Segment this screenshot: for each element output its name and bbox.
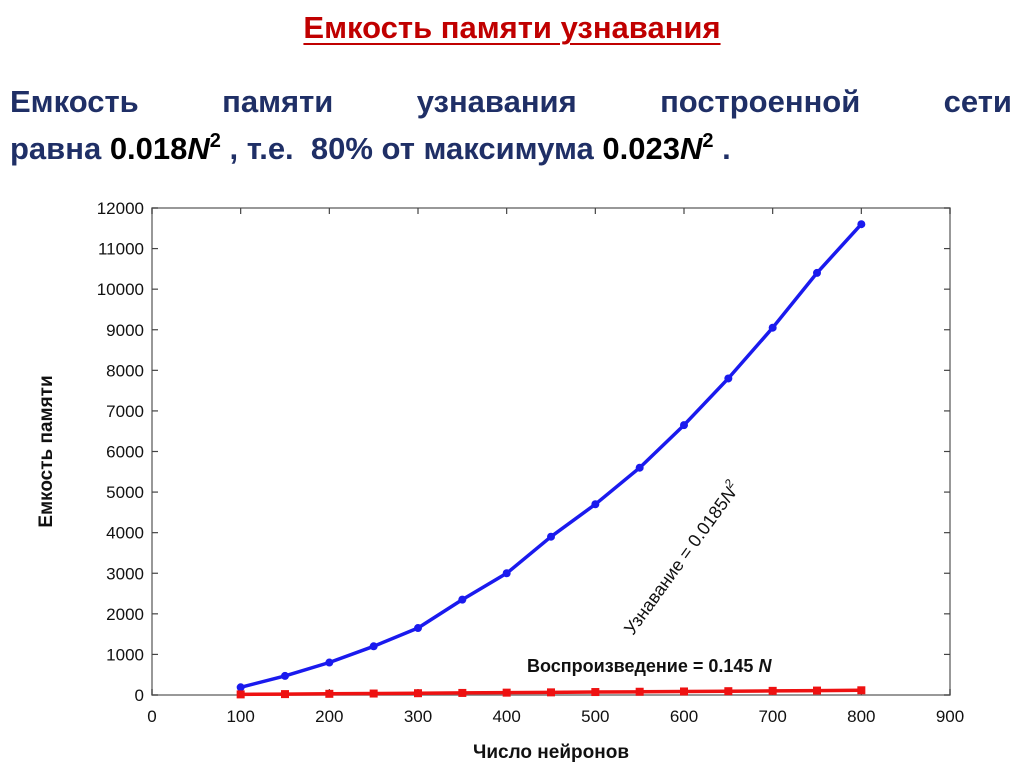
variable-n: N xyxy=(187,131,210,166)
y-tick-label: 5000 xyxy=(106,483,144,502)
data-point xyxy=(236,690,245,699)
y-tick-label: 6000 xyxy=(106,443,144,462)
y-tick-label: 8000 xyxy=(106,361,144,380)
capacity-chart: 0 100 200 300 400 500 600 700 800 900010002000300… xyxy=(36,199,964,763)
x-tick-label: 0 xyxy=(147,707,156,726)
data-point xyxy=(414,624,422,633)
annotation-text: Узнавание = 0.0185 xyxy=(620,494,732,638)
text-fragment: . xyxy=(713,131,731,166)
variable-n: N xyxy=(680,131,703,166)
data-point xyxy=(502,569,511,578)
data-point xyxy=(281,671,289,680)
description-word: сети xyxy=(943,84,1012,119)
x-tick-label: 900 xyxy=(936,707,964,726)
data-point xyxy=(591,500,600,509)
description-word: Емкость xyxy=(10,84,139,119)
data-point xyxy=(680,421,688,430)
x-tick-label: 500 xyxy=(581,707,609,726)
exponent: 2 xyxy=(702,130,714,152)
data-point xyxy=(325,658,334,667)
description-paragraph: Емкость памяти узнавания построенной сет… xyxy=(10,78,1012,172)
data-point xyxy=(635,687,644,696)
text-fragment: равна xyxy=(10,131,110,166)
data-point xyxy=(547,688,555,697)
y-tick-label: 9000 xyxy=(106,321,144,340)
y-tick-label: 12000 xyxy=(97,199,144,218)
data-point xyxy=(857,220,866,229)
y-tick-label: 0 xyxy=(135,686,144,705)
y-tick-label: 3000 xyxy=(106,564,144,583)
y-tick-label: 1000 xyxy=(106,645,144,664)
text-fragment: , т.е. 80% от максимума xyxy=(220,131,603,166)
series-annotation-reproduction: Воспроизведение = 0.145 N xyxy=(527,656,772,676)
data-point xyxy=(458,595,467,604)
series-annotation-recognition: Узнавание = 0.0185N2 xyxy=(618,476,745,638)
data-point xyxy=(724,374,733,383)
x-tick-label: 300 xyxy=(404,707,432,726)
x-axis-label: Число нейронов xyxy=(473,742,629,763)
data-point xyxy=(591,688,600,697)
series-line-0 xyxy=(240,223,863,689)
data-point xyxy=(369,689,378,698)
y-tick-label: 7000 xyxy=(106,402,144,421)
x-tick-label: 400 xyxy=(492,707,520,726)
description-word: узнавания xyxy=(416,84,577,119)
y-tick-label: 4000 xyxy=(106,524,144,543)
data-point xyxy=(813,686,821,695)
data-point xyxy=(768,686,777,695)
data-point xyxy=(325,689,334,698)
data-point xyxy=(502,688,511,697)
description-line-2: равна 0.018N2 , т.е. 80% от максимума 0.… xyxy=(10,125,1012,172)
plot-frame xyxy=(151,207,951,696)
data-point xyxy=(281,690,289,699)
annotation-variable: N xyxy=(758,656,772,676)
data-point xyxy=(635,463,644,472)
slide-title: Емкость памяти узнавания xyxy=(303,10,721,45)
labels-layer: Узнавание = 0.0185N2 Воспроизведение = 0.… xyxy=(527,476,772,676)
x-tick-label: 800 xyxy=(847,707,875,726)
data-point xyxy=(236,683,245,692)
x-tick-label: 600 xyxy=(670,707,698,726)
description-word: построенной xyxy=(660,84,861,119)
data-point xyxy=(857,686,866,695)
description-word: памяти xyxy=(222,84,334,119)
data-point xyxy=(458,688,467,697)
series-layer xyxy=(236,220,866,699)
data-point xyxy=(414,689,422,698)
data-point xyxy=(369,642,378,651)
x-tick-label: 700 xyxy=(758,707,786,726)
annotation-text: Воспроизведение = 0.145 xyxy=(527,656,758,676)
y-tick-label: 10000 xyxy=(97,280,144,299)
description-line-1: Емкость памяти узнавания построенной сет… xyxy=(10,78,1012,125)
x-tick-label: 200 xyxy=(315,707,343,726)
coefficient-value: 0.018 xyxy=(109,131,188,166)
data-point xyxy=(768,323,777,332)
y-tick-label: 11000 xyxy=(98,240,144,259)
max-coefficient-value: 0.023 xyxy=(602,131,680,166)
data-point xyxy=(813,268,821,277)
data-point xyxy=(680,687,688,696)
data-point xyxy=(547,532,555,541)
axis-ticks: 0 100 200 300 400 500 600 700 800 900010002000300… xyxy=(97,199,964,726)
x-tick-label: 100 xyxy=(226,707,254,726)
data-point xyxy=(724,687,733,696)
y-axis-label: Емкость памяти xyxy=(36,375,57,527)
y-tick-label: 2000 xyxy=(106,605,144,624)
exponent: 2 xyxy=(209,130,221,152)
